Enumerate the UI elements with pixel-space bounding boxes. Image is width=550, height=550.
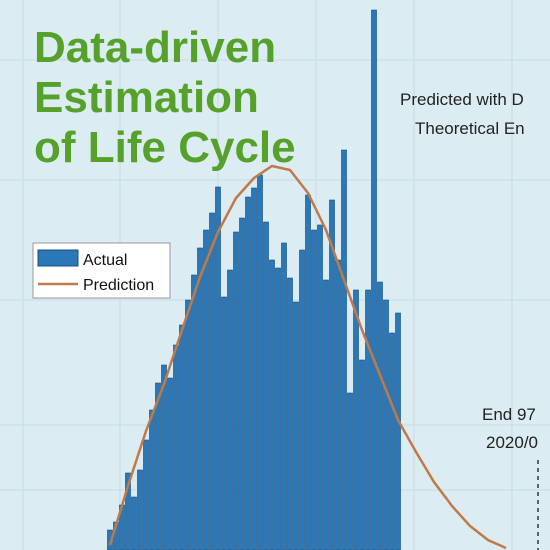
bar: [245, 196, 251, 550]
bar: [149, 409, 155, 550]
annotation: End 97: [482, 405, 536, 424]
bar: [371, 9, 377, 550]
bar: [215, 186, 221, 550]
legend: Actual Prediction: [32, 242, 171, 299]
bar: [329, 199, 335, 550]
bar: [275, 267, 281, 550]
bar: [395, 312, 401, 550]
bar: [353, 289, 359, 550]
annotation: Theoretical En: [415, 119, 525, 138]
bar: [173, 344, 179, 550]
annotation: Predicted with D: [400, 90, 524, 109]
bar: [125, 472, 131, 550]
bar: [287, 277, 293, 550]
bar: [251, 187, 257, 550]
bar: [335, 259, 341, 550]
bar: [311, 229, 317, 550]
bar: [269, 259, 275, 550]
bar: [293, 301, 299, 550]
title-line: Estimation: [34, 73, 259, 122]
bar: [239, 217, 245, 550]
plot-area: [107, 9, 507, 550]
bar: [281, 242, 287, 550]
legend-swatch: [37, 249, 79, 267]
bar: [221, 296, 227, 550]
bar: [155, 382, 161, 550]
bar: [263, 221, 269, 550]
bar: [377, 281, 383, 550]
bar: [179, 324, 185, 550]
bar: [191, 274, 197, 550]
title-line: of Life Cycle: [34, 123, 296, 172]
legend-label: Actual: [83, 252, 127, 269]
annotation: 2020/0: [486, 433, 538, 452]
bar: [257, 174, 263, 550]
prediction-line: [108, 164, 507, 550]
bar: [359, 359, 365, 550]
bar: [347, 392, 353, 550]
bar: [305, 194, 311, 550]
legend-label: Prediction: [83, 277, 154, 294]
bar: [383, 299, 389, 550]
bar: [299, 249, 305, 550]
bar: [203, 229, 209, 550]
bar: [323, 279, 329, 550]
title-line: Data-driven: [34, 23, 276, 72]
bar: [227, 269, 233, 550]
bar: [341, 149, 347, 550]
bar: [137, 469, 143, 550]
bar: [131, 496, 137, 550]
bar: [197, 247, 203, 550]
bar: [389, 332, 395, 550]
bar: [209, 212, 215, 550]
bar: [185, 299, 191, 550]
bar: [233, 231, 239, 550]
bar: [161, 364, 167, 550]
bar: [317, 224, 323, 550]
bar: [167, 377, 173, 550]
bar: [143, 439, 149, 550]
bar: [365, 289, 371, 550]
